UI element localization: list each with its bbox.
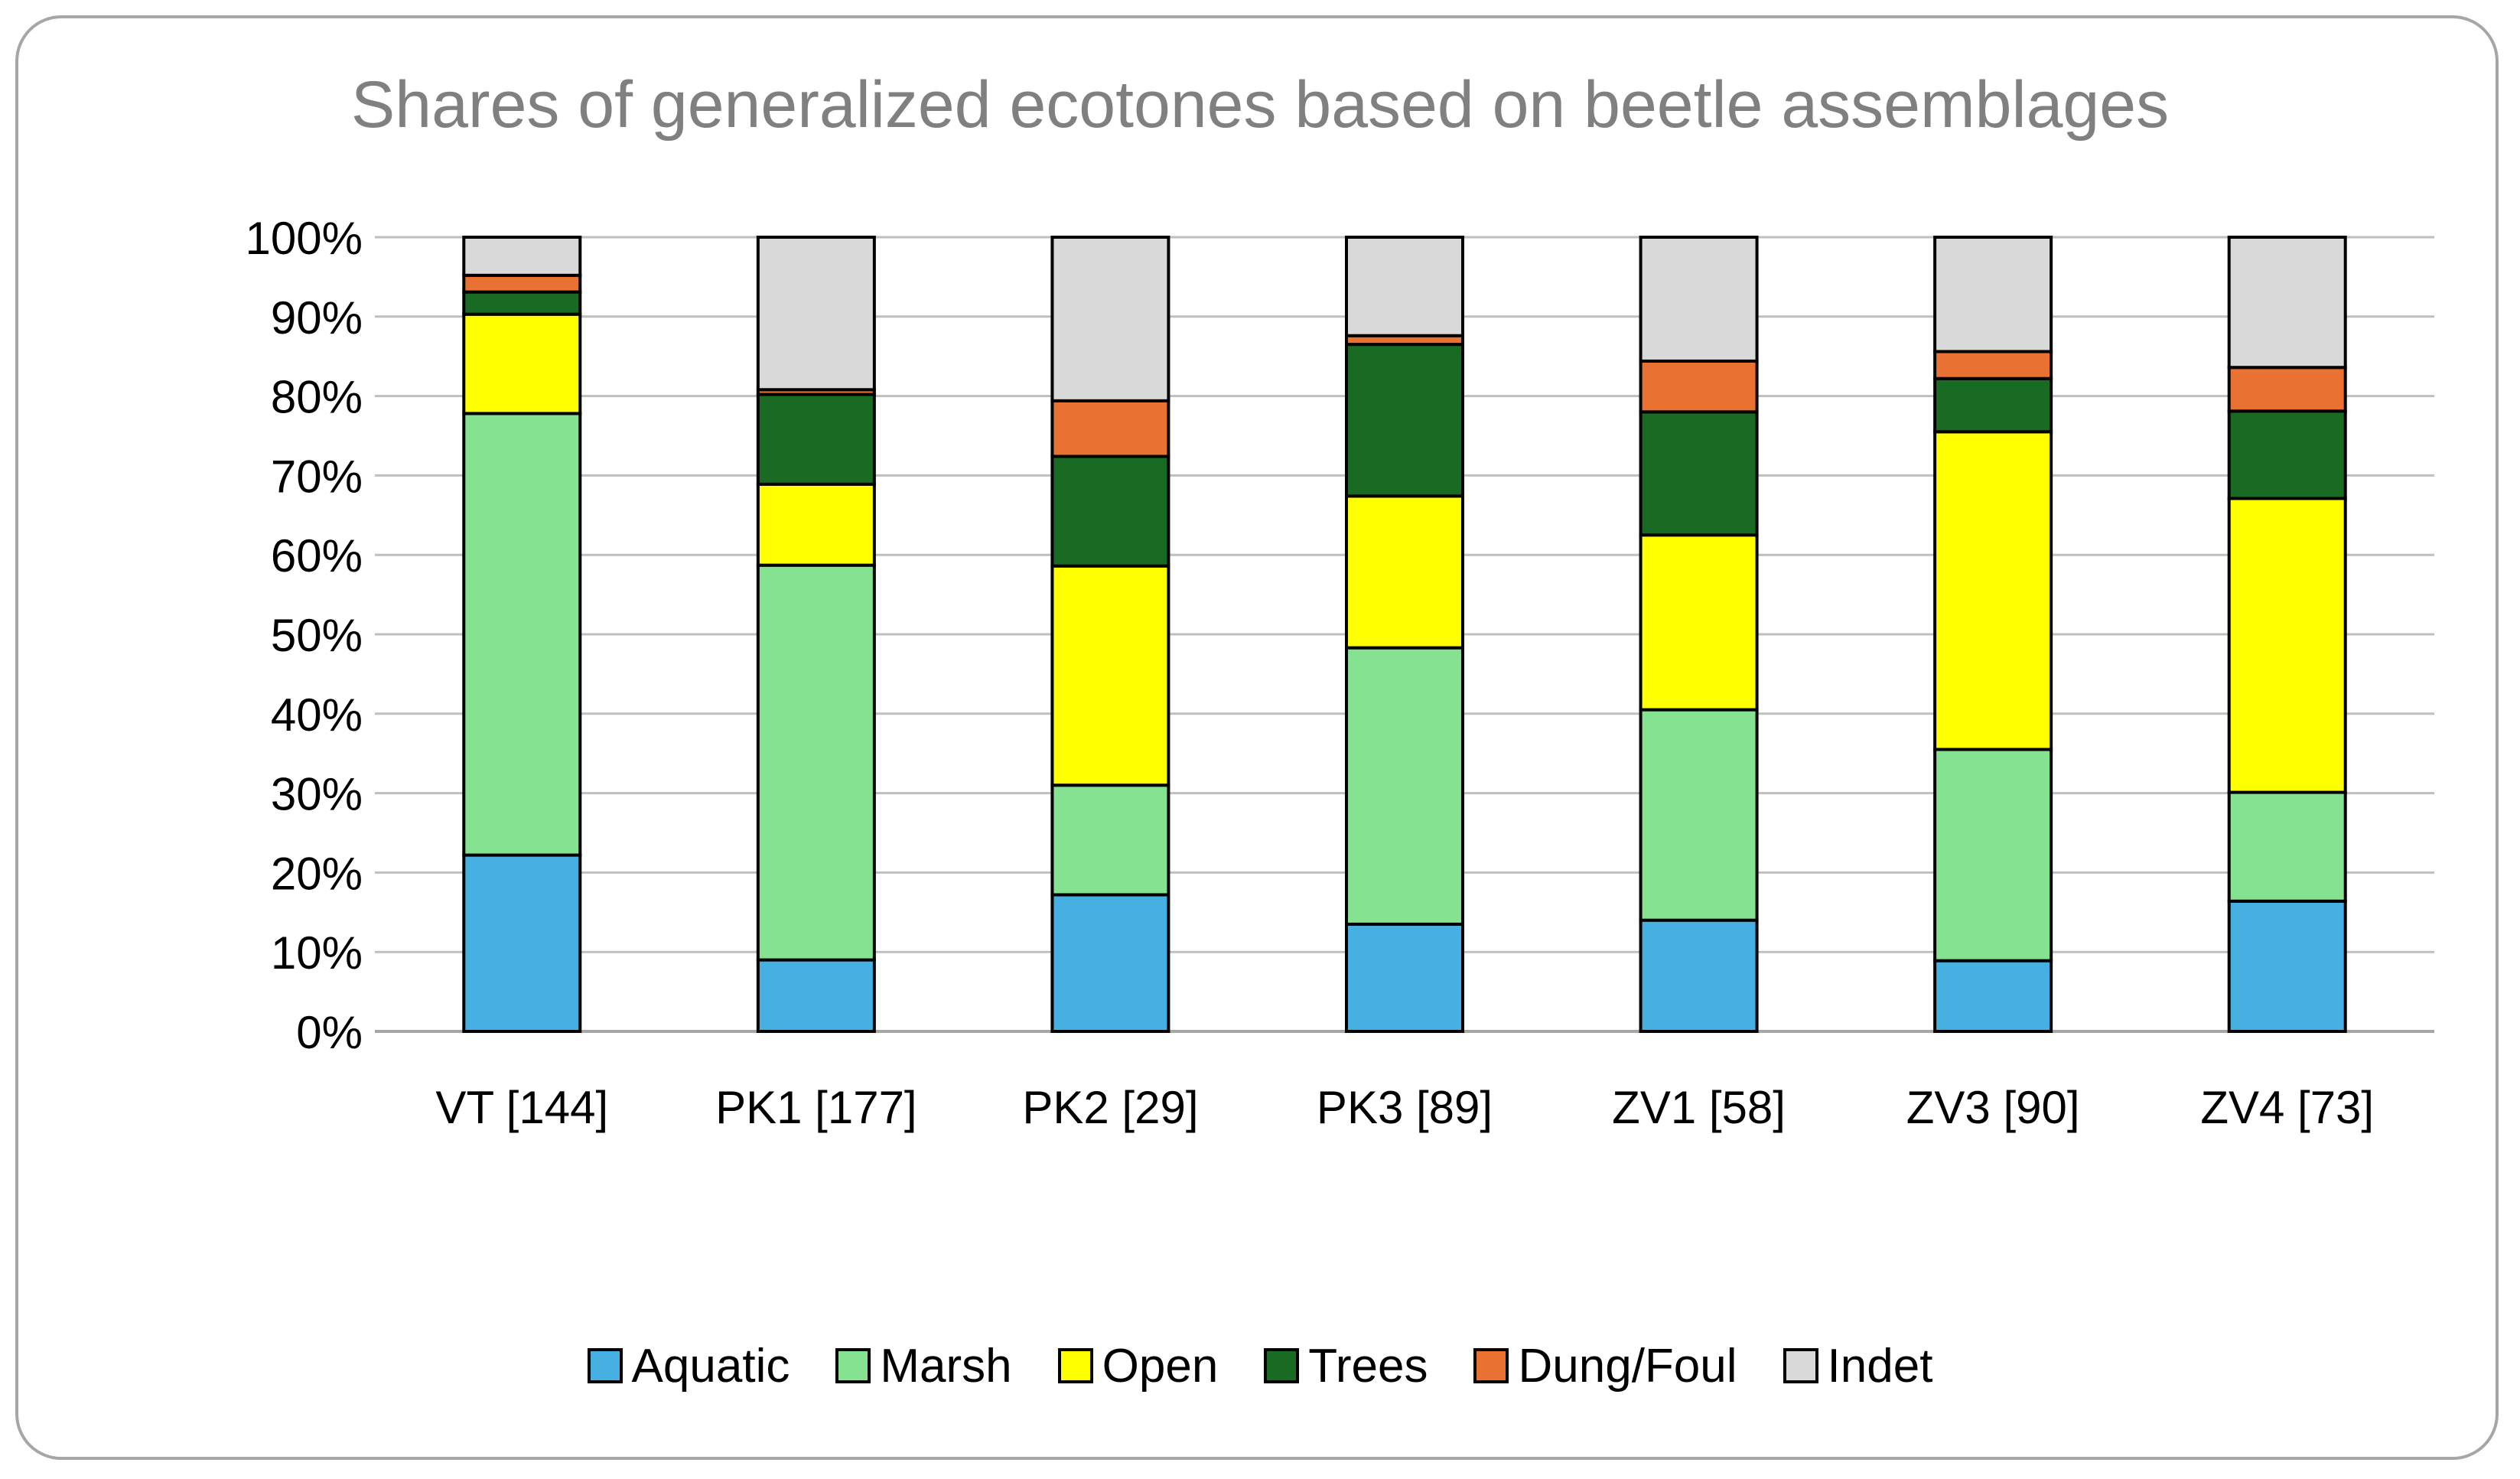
bar-segment-open bbox=[1933, 430, 2053, 751]
bar-segment-dung-foul bbox=[1050, 399, 1170, 458]
bar-segment-indet bbox=[2227, 236, 2347, 370]
bar-segment-marsh bbox=[756, 563, 876, 962]
y-tick-label: 0% bbox=[296, 1007, 363, 1058]
bar-segment-trees bbox=[1933, 376, 2053, 434]
y-tick-label: 90% bbox=[271, 292, 363, 344]
legend-label: Aquatic bbox=[631, 1339, 790, 1393]
x-tick-label: ZV1 [58] bbox=[1612, 1082, 1786, 1133]
legend-item: Trees bbox=[1264, 1339, 1428, 1393]
bar-segment-indet bbox=[1639, 236, 1759, 363]
bar-segment-marsh bbox=[1933, 748, 2053, 963]
bar-segment-trees bbox=[1639, 410, 1759, 537]
y-tick-label: 40% bbox=[271, 689, 363, 741]
bar-segment-aquatic bbox=[1933, 959, 2053, 1034]
bar-segment-open bbox=[2227, 497, 2347, 794]
x-tick-label: ZV4 [73] bbox=[2200, 1082, 2374, 1133]
legend-label: Marsh bbox=[880, 1339, 1012, 1393]
bar-segment-indet bbox=[462, 236, 582, 277]
bar-segment-marsh bbox=[462, 412, 582, 857]
legend-item: Aquatic bbox=[587, 1339, 790, 1393]
y-tick-label: 100% bbox=[246, 213, 363, 264]
x-tick-label: PK2 [29] bbox=[1022, 1082, 1198, 1133]
bar-segment-dung-foul bbox=[1933, 350, 2053, 380]
bar-segment-indet bbox=[1933, 236, 2053, 353]
bar-segment-trees bbox=[462, 290, 582, 316]
x-tick-label: ZV3 [90] bbox=[1906, 1082, 2080, 1133]
x-tick-label: VT [144] bbox=[435, 1082, 608, 1133]
y-tick-label: 20% bbox=[271, 848, 363, 899]
bar-segment-open bbox=[462, 312, 582, 415]
bar-segment-indet bbox=[756, 236, 876, 392]
bar-segment-indet bbox=[1345, 236, 1464, 337]
legend-item: Open bbox=[1057, 1339, 1219, 1393]
bar-segment-aquatic bbox=[1050, 893, 1170, 1033]
chart-frame bbox=[15, 15, 2499, 1460]
bar-segment-open bbox=[1050, 564, 1170, 787]
y-tick-label: 70% bbox=[271, 451, 363, 502]
bar-segment-aquatic bbox=[2227, 899, 2347, 1033]
bar-segment-indet bbox=[1050, 236, 1170, 402]
legend-swatch bbox=[587, 1348, 623, 1383]
legend-swatch bbox=[1783, 1348, 1818, 1383]
chart-title: Shares of generalized ecotones based on … bbox=[350, 68, 2170, 142]
x-tick-label: PK3 [89] bbox=[1317, 1082, 1493, 1133]
y-tick-label: 10% bbox=[271, 927, 363, 979]
bar-segment-dung-foul bbox=[1639, 359, 1759, 414]
legend-swatch bbox=[1264, 1348, 1300, 1383]
bar-segment-marsh bbox=[2227, 790, 2347, 903]
legend-label: Open bbox=[1102, 1339, 1219, 1393]
bar-segment-aquatic bbox=[1345, 922, 1464, 1033]
y-tick-label: 50% bbox=[271, 610, 363, 661]
bar-segment-trees bbox=[1050, 454, 1170, 568]
bar-segment-marsh bbox=[1050, 783, 1170, 897]
legend-item: Marsh bbox=[835, 1339, 1012, 1393]
x-tick-label: PK1 [177] bbox=[715, 1082, 917, 1133]
bar-segment-trees bbox=[1345, 343, 1464, 498]
chart-legend: Aquatic Marsh Open Trees Dung/Foul Indet bbox=[0, 1335, 2520, 1396]
legend-swatch bbox=[835, 1348, 871, 1383]
y-tick-label: 30% bbox=[271, 769, 363, 820]
legend-label: Dung/Foul bbox=[1518, 1339, 1737, 1393]
legend-label: Trees bbox=[1308, 1339, 1428, 1393]
y-tick-label: 80% bbox=[271, 372, 363, 423]
bar-segment-trees bbox=[2227, 409, 2347, 500]
legend-swatch bbox=[1473, 1348, 1509, 1383]
bar-segment-marsh bbox=[1345, 646, 1464, 926]
bar-segment-aquatic bbox=[1639, 918, 1759, 1034]
bar-segment-open bbox=[756, 482, 876, 567]
bar-segment-open bbox=[1639, 533, 1759, 712]
bar-segment-aquatic bbox=[756, 958, 876, 1033]
legend-label: Indet bbox=[1827, 1339, 1933, 1393]
bar-segment-dung-foul bbox=[2227, 366, 2347, 413]
bar-segment-trees bbox=[756, 393, 876, 486]
legend-swatch bbox=[1057, 1348, 1093, 1383]
legend-item: Dung/Foul bbox=[1473, 1339, 1737, 1393]
y-tick-label: 60% bbox=[271, 530, 363, 582]
bar-segment-marsh bbox=[1639, 708, 1759, 922]
bar-segment-aquatic bbox=[462, 853, 582, 1033]
bar-segment-open bbox=[1345, 494, 1464, 650]
legend-item: Indet bbox=[1783, 1339, 1933, 1393]
bar-segment-dung-foul bbox=[462, 273, 582, 294]
